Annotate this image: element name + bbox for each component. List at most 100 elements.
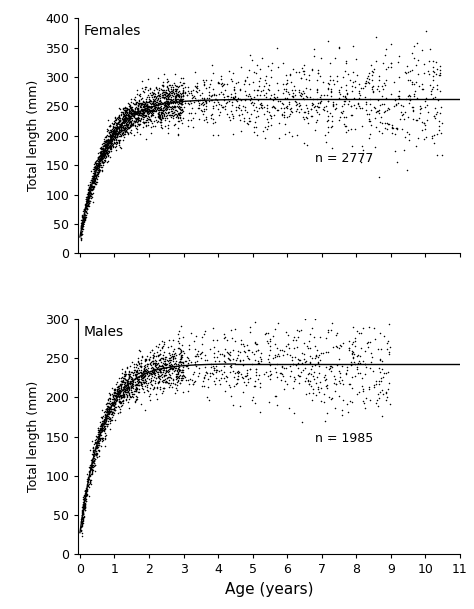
Point <box>98 146 106 156</box>
Point <box>114 128 122 138</box>
Point <box>142 121 150 130</box>
Point <box>161 364 168 373</box>
Point <box>197 353 205 362</box>
Point <box>115 138 123 148</box>
Point <box>141 366 149 376</box>
Point <box>155 109 162 119</box>
Point <box>156 91 164 101</box>
Point <box>255 104 263 113</box>
Point <box>147 376 155 386</box>
Point <box>142 115 149 125</box>
Point <box>93 155 100 165</box>
Point <box>253 102 260 111</box>
Point <box>172 119 179 128</box>
Point <box>91 458 98 468</box>
Point <box>195 363 203 373</box>
Point <box>378 411 386 421</box>
Point <box>365 322 373 331</box>
Point <box>157 118 164 127</box>
Point <box>109 119 117 128</box>
Point <box>106 127 114 136</box>
Point <box>142 105 150 114</box>
Point <box>131 106 139 116</box>
Point <box>88 166 95 176</box>
Point <box>315 387 323 396</box>
Point <box>121 387 128 397</box>
Point <box>273 343 281 353</box>
Point <box>164 116 172 125</box>
Point <box>355 368 362 378</box>
Point <box>423 93 430 102</box>
Point <box>141 368 148 378</box>
Point <box>174 369 182 379</box>
Point <box>211 379 219 389</box>
Point <box>120 130 128 139</box>
Point <box>188 328 195 338</box>
Point <box>138 373 146 382</box>
Point <box>248 395 256 405</box>
Point <box>113 390 120 400</box>
Point <box>115 135 123 145</box>
Point <box>237 339 245 348</box>
Point <box>83 204 91 214</box>
Point <box>135 101 142 111</box>
Point <box>123 383 130 393</box>
Point <box>105 403 112 413</box>
Point <box>110 128 118 138</box>
Point <box>91 163 99 173</box>
Point <box>137 89 144 99</box>
Point <box>174 372 182 382</box>
Point <box>296 371 303 381</box>
Point <box>148 381 156 390</box>
Point <box>211 117 219 127</box>
Point <box>170 102 178 111</box>
Point <box>97 424 104 434</box>
Point <box>109 404 117 414</box>
Point <box>98 152 105 162</box>
Point <box>256 65 264 74</box>
Point <box>103 138 111 148</box>
Point <box>109 140 116 150</box>
Point <box>176 354 184 364</box>
Point <box>160 92 167 102</box>
Point <box>104 140 112 150</box>
Point <box>127 374 134 384</box>
Point <box>117 135 124 145</box>
Point <box>78 502 85 512</box>
Point <box>167 353 175 362</box>
Point <box>151 96 158 106</box>
Point <box>102 414 109 424</box>
Point <box>169 84 176 94</box>
Point <box>274 350 282 359</box>
Point <box>161 377 168 387</box>
Point <box>169 98 177 108</box>
Point <box>132 113 140 122</box>
Point <box>120 111 128 121</box>
Point <box>286 70 293 80</box>
Point <box>111 117 119 127</box>
Point <box>128 378 135 388</box>
Point <box>106 396 113 406</box>
Point <box>112 403 119 412</box>
Point <box>412 77 420 86</box>
Point <box>376 100 383 110</box>
Point <box>362 105 369 115</box>
Point <box>164 120 172 130</box>
Point <box>117 398 125 408</box>
Point <box>150 99 158 109</box>
Point <box>317 396 325 406</box>
Point <box>188 104 195 113</box>
Point <box>381 118 389 127</box>
Point <box>97 149 104 158</box>
Point <box>104 116 112 125</box>
Point <box>96 153 103 163</box>
Point <box>201 96 209 106</box>
Point <box>244 91 252 101</box>
Point <box>352 54 360 64</box>
Point <box>164 76 172 86</box>
Point <box>176 88 184 98</box>
Point <box>246 322 254 332</box>
Point <box>124 121 131 130</box>
Point <box>165 101 173 111</box>
Point <box>199 75 207 85</box>
